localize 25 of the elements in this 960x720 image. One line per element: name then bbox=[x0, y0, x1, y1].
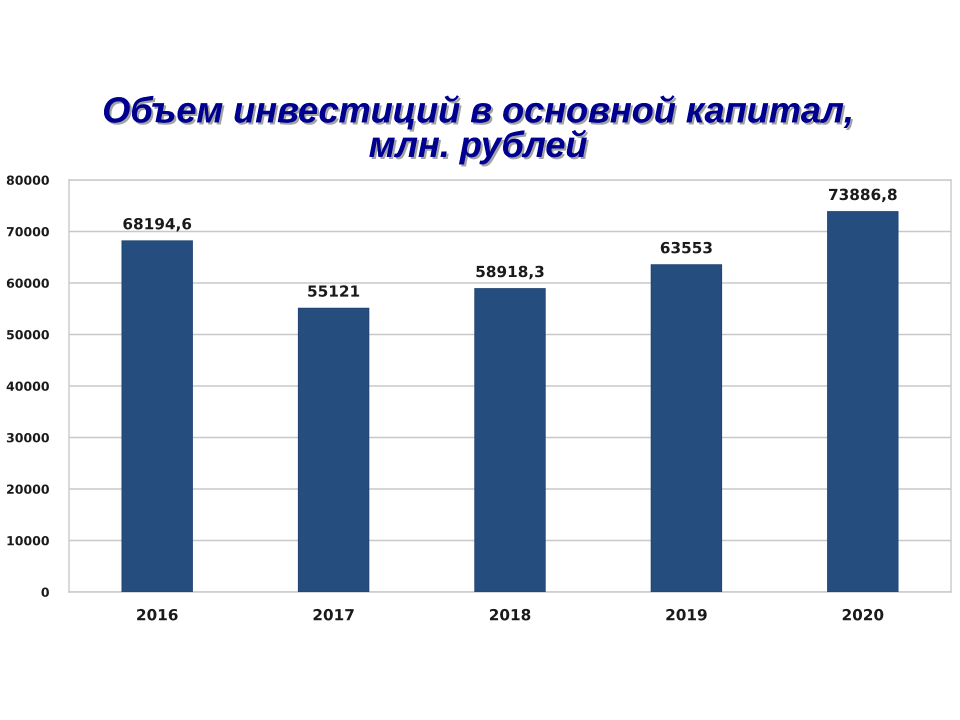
x-tick-label: 2017 bbox=[314, 608, 354, 620]
y-tick-label: 60000 bbox=[6, 278, 49, 288]
y-tick-label: 10000 bbox=[7, 536, 49, 546]
x-tick-label: 2016 bbox=[137, 608, 178, 620]
bar bbox=[650, 264, 722, 592]
y-tick-label: 80000 bbox=[6, 175, 49, 185]
x-tick-label: 2020 bbox=[842, 608, 884, 620]
x-tick-label: 2019 bbox=[666, 608, 707, 620]
chart-title: Объем инвестиций в основной капитал, млн. рублей bbox=[104, 95, 853, 166]
data-label: 63553 bbox=[660, 242, 712, 254]
bar bbox=[827, 211, 898, 592]
data-label: 55121 bbox=[308, 285, 360, 297]
bar bbox=[298, 308, 370, 592]
y-tick-label: 20000 bbox=[7, 484, 49, 494]
x-tick-label: 2018 bbox=[490, 608, 530, 620]
y-tick-label: 70000 bbox=[6, 226, 49, 236]
y-tick-label: 40000 bbox=[6, 381, 49, 391]
y-tick-label: 0 bbox=[41, 587, 49, 597]
y-tick-label: 30000 bbox=[6, 432, 49, 442]
data-label: 73886,8 bbox=[829, 188, 897, 202]
bar bbox=[474, 288, 546, 592]
data-label: 68194,6 bbox=[123, 218, 192, 232]
data-label: 58918,3 bbox=[476, 266, 544, 280]
bar bbox=[122, 240, 193, 592]
y-tick-label: 50000 bbox=[7, 330, 49, 340]
